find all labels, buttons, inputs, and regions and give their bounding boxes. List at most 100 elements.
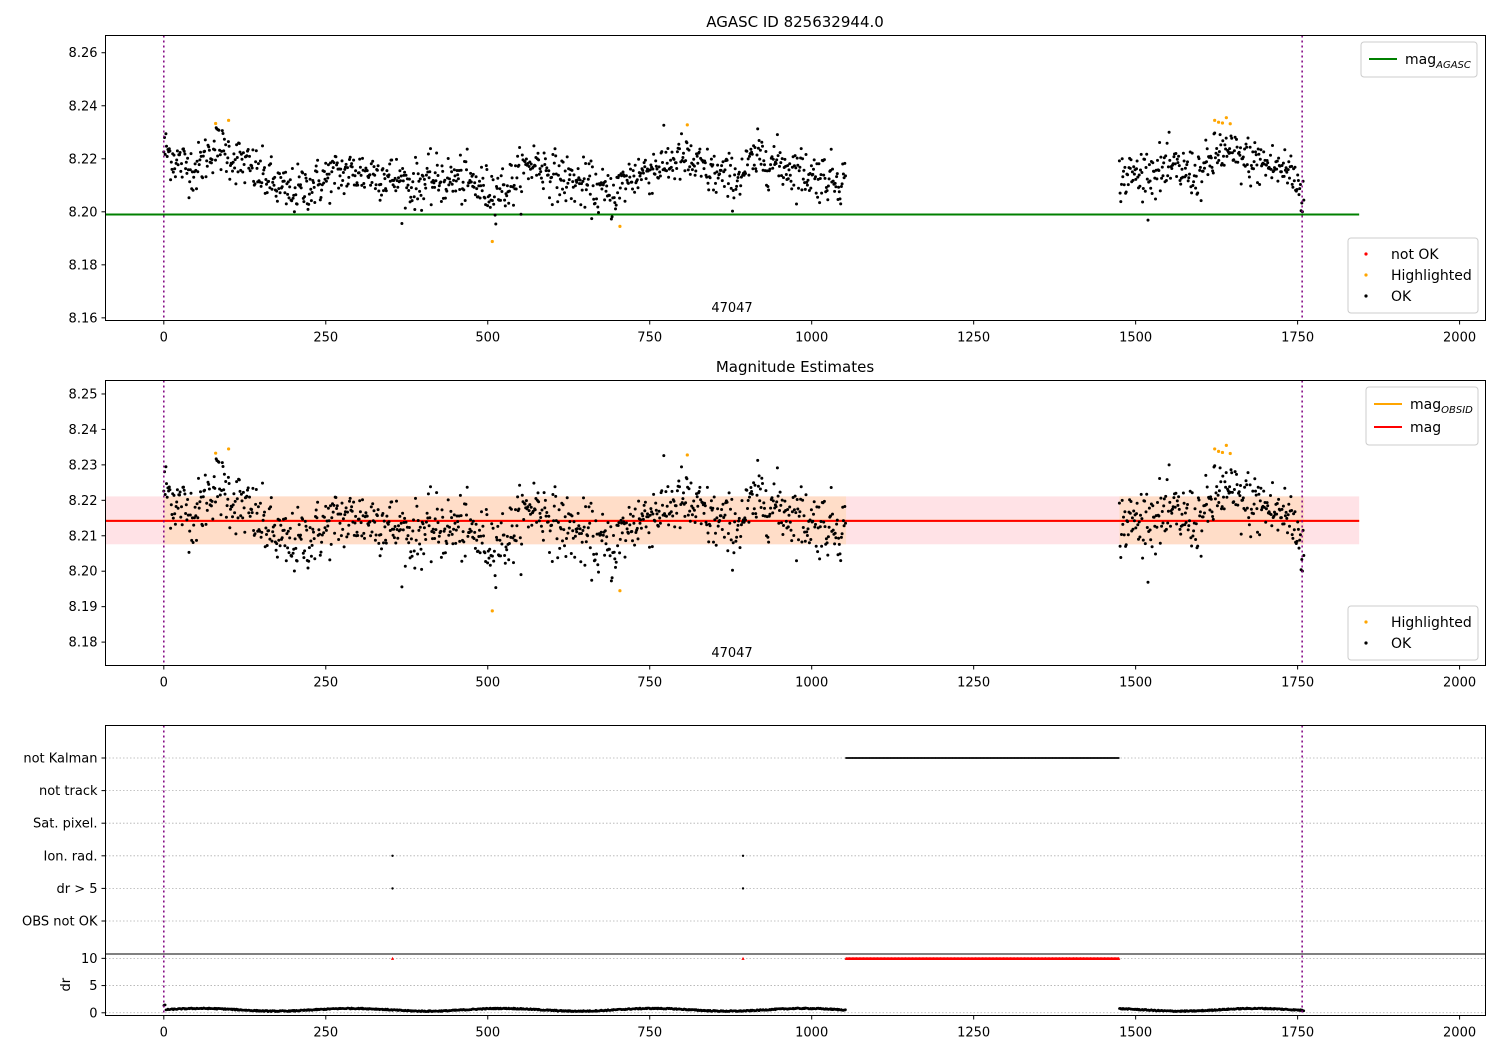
panel-1-ok-point bbox=[656, 176, 660, 180]
panel-2-ok-point bbox=[358, 510, 362, 514]
panel-2-ok-point bbox=[362, 531, 366, 535]
panel-2-ok-point bbox=[575, 530, 579, 534]
panel-3-xtick-label: 2000 bbox=[1443, 1026, 1476, 1041]
panel-1-ok-point bbox=[493, 213, 497, 217]
panel-2-ok-point bbox=[169, 503, 173, 507]
panel-2-ok-point bbox=[1120, 533, 1123, 536]
panel-1-ok-point bbox=[316, 158, 320, 162]
panel-1-ok-point bbox=[666, 147, 670, 150]
panel-2-ok-point bbox=[1136, 523, 1140, 527]
panel-1-highlighted-point bbox=[1213, 118, 1217, 122]
panel-2-ok-point bbox=[554, 519, 558, 523]
panel-2-ok-point bbox=[532, 481, 536, 485]
panel-1-ok-point bbox=[165, 144, 168, 148]
panel-2-ok-point bbox=[677, 479, 681, 483]
panel-1-xtick-label: 1750 bbox=[1281, 331, 1314, 346]
panel-1-ok-point bbox=[1119, 200, 1123, 204]
panel-1-ok-point bbox=[480, 189, 484, 193]
panel-2-ok-point bbox=[1160, 510, 1164, 513]
panel-2-ok-point bbox=[254, 488, 258, 491]
panel-2-ok-point bbox=[319, 550, 323, 554]
panel-2-ok-point bbox=[1190, 491, 1194, 495]
panel-2-ok-point bbox=[235, 497, 239, 501]
panel-1-ok-point bbox=[199, 150, 202, 154]
panel-1-ok-point bbox=[720, 179, 724, 183]
panel-2-ok-point bbox=[711, 506, 715, 510]
panel-1-ok-point bbox=[510, 176, 514, 180]
panel-1-ok-point bbox=[1251, 150, 1255, 154]
panel-2-ok-point bbox=[715, 516, 719, 520]
panel-1-ok-point bbox=[496, 176, 500, 180]
panel-1-ok-point bbox=[478, 179, 481, 183]
panel-2-ok-point bbox=[369, 505, 373, 509]
panel-1-ok-point bbox=[1185, 163, 1189, 167]
panel-1-ok-point bbox=[726, 182, 730, 186]
panel-1-ok-point bbox=[201, 176, 205, 180]
panel-1-ok-point bbox=[756, 146, 760, 150]
panel-1-ok-point bbox=[182, 147, 185, 151]
panel-2-ok-point bbox=[684, 501, 688, 505]
panel-1-ok-point bbox=[406, 183, 410, 187]
panel-2-ok-point bbox=[1213, 464, 1217, 468]
panel-2-ok-point bbox=[348, 499, 351, 503]
panel-2-ok-point bbox=[168, 488, 172, 492]
dr-clipped-marker bbox=[390, 956, 395, 960]
panel-1-ok-point bbox=[460, 202, 464, 206]
panel-1-ok-point bbox=[551, 153, 555, 156]
panel-1-ok-point bbox=[255, 166, 259, 170]
dr-ytick-label: 0 bbox=[89, 1006, 97, 1021]
panel-1-ok-point bbox=[1138, 184, 1142, 188]
panel-2-ok-point bbox=[750, 492, 754, 496]
panel-1-ok-point bbox=[413, 208, 417, 211]
panel-1-ok-point bbox=[425, 166, 429, 170]
panel-2-ok-point bbox=[531, 509, 535, 513]
panel-2-ok-point bbox=[1167, 463, 1171, 467]
panel-2-xtick-label: 2000 bbox=[1443, 676, 1476, 691]
panel-1-ok-point bbox=[1122, 183, 1126, 187]
panel-1-ok-point bbox=[1255, 163, 1259, 167]
panel-2-ok-point bbox=[180, 523, 184, 527]
panel-1-ok-point bbox=[1162, 161, 1166, 165]
panel-1-ok-point bbox=[737, 170, 741, 174]
panel-1-ok-point bbox=[616, 191, 620, 195]
panel-2-ok-point bbox=[665, 514, 668, 518]
panel-1-ok-point bbox=[581, 179, 585, 183]
panel-1-ok-point bbox=[784, 173, 788, 176]
panel-3-x-axis: 0 250 500 750 1000 1250 1500 1750 2000 bbox=[160, 1015, 1476, 1041]
panel-2-ok-point bbox=[350, 509, 354, 513]
panel-2-ok-point bbox=[322, 515, 326, 519]
panel-2-ok-point bbox=[559, 527, 563, 531]
panel-1-ok-point bbox=[420, 208, 424, 212]
panel-2-ok-point bbox=[1166, 509, 1170, 513]
panel-1-ok-point bbox=[409, 195, 413, 199]
panel-2-ok-point bbox=[212, 475, 216, 479]
panel-1-ok-point bbox=[690, 168, 694, 172]
panel-1-ok-point bbox=[334, 155, 338, 159]
panel-1-ok-point bbox=[669, 165, 673, 169]
panel-2-ok-point bbox=[625, 527, 629, 531]
panel-1-ok-point bbox=[290, 167, 294, 170]
panel-2-ok-point bbox=[485, 513, 489, 517]
panel-2-ok-point bbox=[1141, 538, 1145, 542]
panel-1-ok-point bbox=[475, 187, 479, 191]
panel-1-ok-point bbox=[307, 192, 311, 196]
panel-2-ok-point bbox=[612, 550, 616, 554]
panel-2-ok-point bbox=[1221, 474, 1225, 478]
panel-2-ok-point bbox=[1246, 471, 1250, 475]
flag-row-label: Sat. pixel. bbox=[33, 817, 97, 832]
panel-1-ok-point bbox=[231, 160, 235, 164]
panel-2-ok-point bbox=[387, 520, 391, 524]
panel-2-ok-point bbox=[742, 520, 746, 524]
panel-1-xtick-label: 1500 bbox=[1119, 331, 1152, 346]
panel-1-ok-point bbox=[562, 179, 566, 183]
panel-1-ok-point bbox=[638, 174, 642, 178]
panel-1-ok-point bbox=[405, 186, 409, 190]
panel-2-ok-point bbox=[799, 485, 803, 489]
panel-1-ok-point bbox=[1291, 185, 1295, 189]
panel-1-ok-point bbox=[1286, 181, 1289, 185]
panel-1-ok-point bbox=[1238, 153, 1242, 157]
panel-1-ok-point bbox=[173, 167, 177, 171]
panel-1-xtick-label: 2000 bbox=[1443, 331, 1476, 346]
panel-1-ok-point bbox=[1199, 199, 1203, 203]
